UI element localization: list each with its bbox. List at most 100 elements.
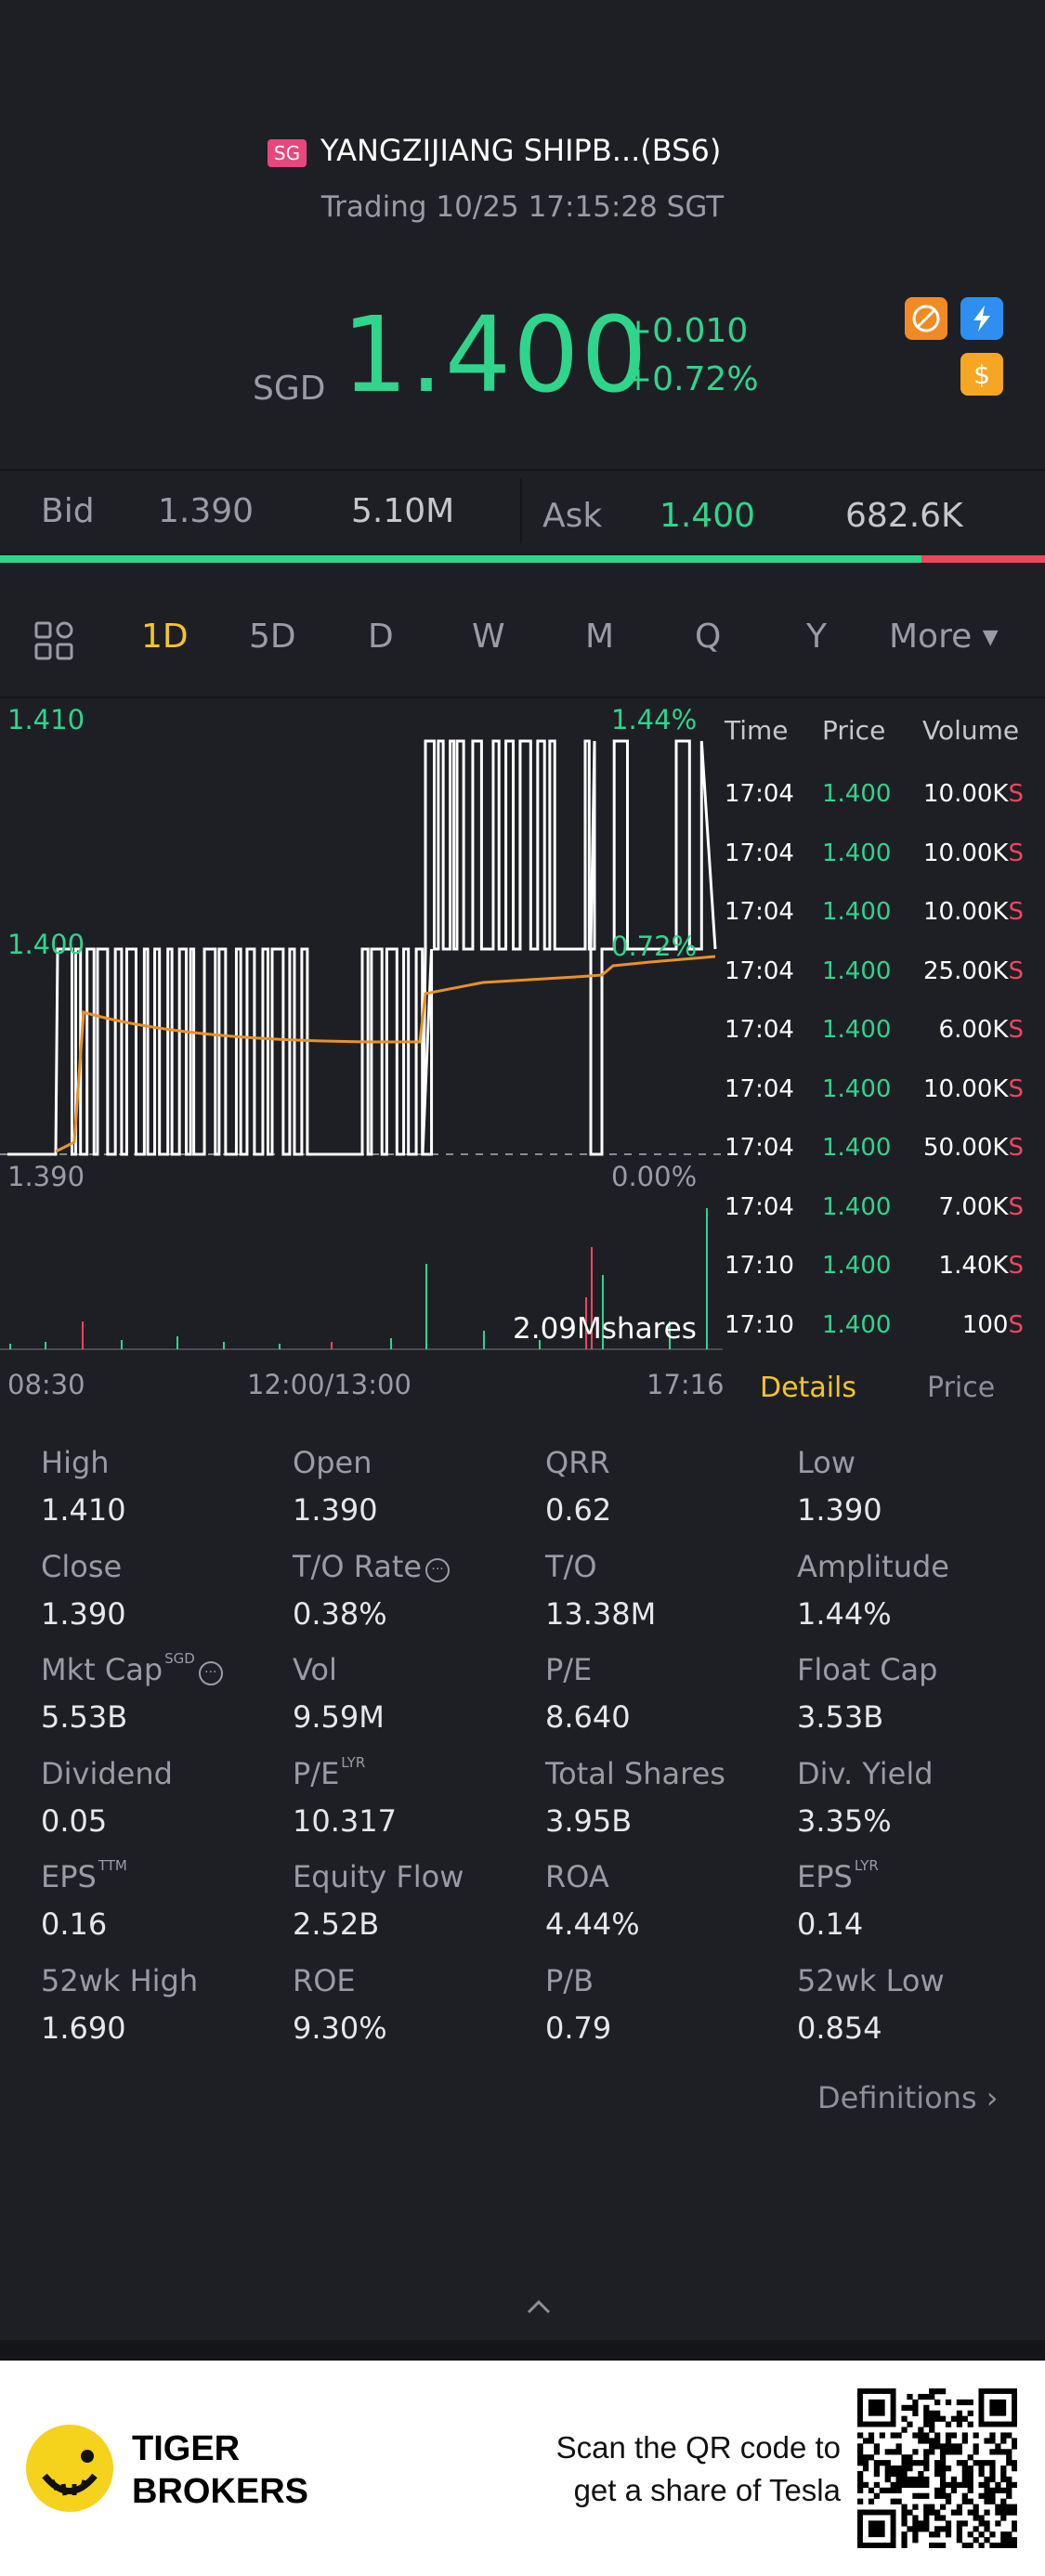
volume-bar	[223, 1342, 225, 1349]
scan-text: Scan the QR code to get a share of Tesla	[520, 2426, 841, 2512]
trade-volume-value: 6.00K	[938, 1016, 1009, 1044]
trade-volume: 10.00KS	[923, 780, 1024, 808]
stat-label-text: 52wk Low	[797, 1962, 945, 1998]
volume-bar	[539, 1340, 541, 1349]
stat-value: 3.35%	[797, 1802, 892, 1839]
collapse-chevron-icon[interactable]	[525, 2287, 553, 2324]
ask-price: 1.400	[660, 497, 756, 535]
period-tab-bar	[0, 580, 1045, 696]
volume-bar	[121, 1340, 123, 1349]
price-line	[7, 739, 717, 1156]
tab-w[interactable]: W	[472, 618, 505, 656]
info-ellipsis-icon[interactable]: ···	[198, 1661, 223, 1685]
stat-value: 0.854	[797, 2010, 882, 2046]
stat-label-text: Dividend	[41, 1755, 173, 1791]
trade-volume-value: 1.40K	[938, 1252, 1009, 1280]
flash-icon[interactable]	[960, 297, 1003, 340]
stat-value: 0.62	[545, 1492, 612, 1528]
bid-label: Bid	[41, 492, 95, 530]
trade-time: 17:04	[725, 839, 794, 867]
trade-time: 17:04	[725, 780, 794, 808]
info-ellipsis-icon[interactable]: ···	[425, 1557, 451, 1582]
volume-bar	[602, 1275, 604, 1349]
trade-volume-value: 50.00K	[923, 1134, 1009, 1162]
stat-label: Mkt Cap SGD···	[41, 1650, 223, 1689]
stat-label: Equity Flow	[293, 1859, 464, 1894]
stat-label-text: Amplitude	[797, 1548, 949, 1584]
price-change-pct: +0.72%	[624, 360, 759, 398]
intraday-chart[interactable]	[0, 706, 725, 1356]
trade-volume-value: 10.00K	[923, 1074, 1009, 1103]
layout-grid-icon[interactable]	[33, 620, 74, 665]
trade-price: 1.400	[822, 1310, 892, 1339]
definitions-link[interactable]: Definitions ›	[817, 2080, 999, 2115]
stat-value: 1.690	[41, 2010, 126, 2046]
stat-value: 2.52B	[293, 1906, 380, 1942]
stat-value: 9.30%	[293, 2010, 387, 2046]
stat-label-text: Total Shares	[545, 1755, 725, 1791]
stat-value: 0.05	[41, 1802, 108, 1839]
trade-volume: 10.00KS	[923, 1075, 1024, 1103]
trades-header-time: Time	[725, 715, 789, 746]
stat-label-text: Open	[293, 1445, 372, 1480]
tab-y[interactable]: Y	[806, 618, 827, 656]
tab-details[interactable]: Details	[760, 1372, 857, 1404]
stat-label: Float Cap	[797, 1652, 937, 1687]
stat-value: 1.410	[41, 1492, 126, 1528]
stat-label: High	[41, 1445, 110, 1480]
tab-m[interactable]: M	[585, 618, 615, 656]
y-axis-low: 1.390	[7, 1161, 85, 1192]
stat-label-text: 52wk High	[41, 1962, 199, 1998]
stat-label: Close	[41, 1549, 122, 1584]
stat-label: ROA	[545, 1859, 609, 1894]
last-price: 1.400	[342, 295, 649, 416]
stat-label-sup: TTM	[98, 1857, 127, 1874]
stat-label: Amplitude	[797, 1549, 949, 1584]
caret-down-icon: ▼	[982, 626, 999, 649]
bid-ratio-bar	[0, 555, 922, 563]
dollar-icon[interactable]: $	[960, 353, 1003, 396]
stat-label: 52wk Low	[797, 1963, 945, 1998]
stat-label: ROE	[293, 1963, 356, 1998]
trade-price: 1.400	[822, 1134, 892, 1162]
trade-volume: 100S	[962, 1311, 1024, 1339]
stock-name: YANGZIJIANG SHIPB...(BS6)	[320, 133, 722, 168]
trade-side: S	[1008, 1016, 1024, 1044]
chevron-right-icon: ›	[986, 2080, 999, 2115]
stat-label: Dividend	[41, 1756, 173, 1791]
stat-label-text: P/E	[545, 1652, 593, 1687]
tab-price[interactable]: Price	[927, 1372, 996, 1404]
stat-label: T/O Rate ···	[293, 1548, 451, 1586]
tab-5d[interactable]: 5D	[249, 618, 296, 656]
trade-volume: 10.00KS	[923, 839, 1024, 867]
tab-d[interactable]: D	[368, 618, 394, 656]
stat-label-text: High	[41, 1445, 110, 1480]
trade-price: 1.400	[822, 1252, 892, 1280]
stat-value: 0.16	[41, 1906, 108, 1942]
trade-side: S	[1008, 1192, 1024, 1221]
stat-label: Vol	[293, 1652, 337, 1687]
trade-volume: 25.00KS	[923, 957, 1024, 985]
tab-1d[interactable]: 1D	[141, 618, 189, 656]
trade-status: Trading 10/25 17:15:28 SGT	[320, 190, 725, 224]
divider	[0, 696, 1045, 698]
tiger-logo-icon	[26, 2425, 113, 2512]
trade-side: S	[1008, 780, 1024, 808]
volume-bar	[331, 1342, 333, 1349]
y-axis-high-pct: 1.44%	[611, 704, 698, 735]
y-axis-mid: 1.400	[7, 929, 85, 960]
trade-volume: 50.00KS	[923, 1134, 1024, 1162]
stat-label-text: T/O Rate	[293, 1548, 423, 1584]
tab-q[interactable]: Q	[695, 618, 722, 656]
brand-name: TIGER BROKERS	[132, 2427, 308, 2513]
stat-label-text: Float Cap	[797, 1652, 938, 1687]
volume-bar	[483, 1331, 485, 1349]
tab-more[interactable]: More ▼	[889, 618, 999, 656]
stat-label: EPS LYR	[797, 1857, 879, 1894]
scan-line-2: get a share of Tesla	[573, 2473, 841, 2507]
stat-label: Total Shares	[545, 1756, 725, 1791]
no-short-icon[interactable]	[905, 297, 947, 340]
trade-time: 17:04	[725, 1134, 794, 1162]
x-axis-start: 08:30	[7, 1369, 85, 1400]
stat-label-text: Vol	[293, 1652, 337, 1687]
